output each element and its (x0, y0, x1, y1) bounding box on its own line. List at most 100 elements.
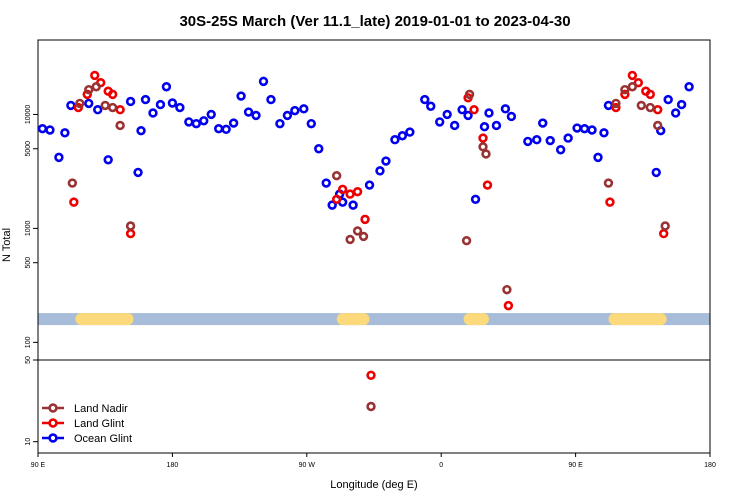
ocean-glint-point (251, 110, 261, 121)
land-glint-point (605, 197, 615, 207)
land-nadir-point (502, 284, 512, 295)
ocean-glint-point (449, 120, 460, 131)
ocean-glint-point (191, 118, 201, 129)
ocean-glint-point (420, 94, 430, 105)
x-tick-label: 180 (167, 462, 179, 469)
ocean-glint-point (579, 123, 590, 134)
land-glint-point (352, 186, 363, 197)
land-glint-point (345, 189, 355, 199)
land-nadir-point (653, 120, 663, 131)
ocean-glint-point (45, 125, 55, 135)
ocean-glint-point (175, 102, 185, 113)
land-nadir-point (352, 226, 363, 236)
ocean-glint-point (457, 105, 467, 115)
land-nadir-point (125, 221, 136, 231)
land-nadir-point (461, 235, 472, 246)
ocean-glint-point (470, 194, 481, 205)
y-tick-label: 100 (25, 336, 32, 348)
x-tick-label: 90 W (299, 462, 316, 469)
land-glint-point (633, 77, 644, 88)
land-segment (463, 313, 489, 326)
ocean-glint-point (479, 122, 490, 132)
land-segment (608, 313, 667, 326)
ocean-glint-point (484, 108, 494, 118)
ocean-glint-point (258, 76, 269, 87)
land-ocean-strip (38, 313, 710, 326)
ocean-glint-point (435, 117, 445, 127)
land-glint-point (653, 105, 663, 115)
y-axis: 100 500 1000 5000 10000 10 50 (25, 105, 38, 446)
ocean-glint-point (426, 101, 436, 111)
ocean-glint-point (275, 118, 285, 129)
land-glint-point (611, 102, 621, 113)
land-nadir-point (645, 102, 655, 113)
land-nadir-point (107, 102, 118, 113)
land-glint-point (115, 105, 125, 115)
legend-label-ocean-glint: Ocean Glint (74, 433, 132, 445)
ocean-glint-point (670, 108, 681, 118)
ocean-glint-point (125, 96, 136, 107)
ocean-glint-point (54, 152, 64, 163)
ocean-band (38, 313, 710, 326)
land-nadir-point (366, 401, 376, 412)
land-glint-point (360, 214, 370, 225)
x-tick-label: 90 E (31, 462, 46, 469)
y-tick-label: 5000 (25, 141, 32, 157)
ocean-glint-point (506, 111, 517, 122)
land-nadir-point (100, 100, 110, 111)
y-tick-label: 10000 (25, 105, 32, 125)
y-tick-label: 1000 (25, 221, 32, 237)
legend-label-land-glint: Land Glint (74, 418, 124, 430)
y-tick-label: 50 (25, 356, 32, 364)
ocean-glint-point (364, 180, 375, 190)
ocean-glint-point (206, 109, 216, 120)
x-tick-label: 0 (439, 462, 443, 469)
land-nadir-point (331, 170, 342, 181)
ocean-glint-point (213, 123, 224, 134)
land-nadir-point (115, 120, 125, 131)
land-nadir-point (636, 100, 647, 111)
ocean-glint-point (161, 82, 172, 92)
x-tick-label: 180 (704, 462, 716, 469)
land-nadir-point (478, 142, 488, 152)
ocean-glint-point (599, 128, 609, 138)
land-glint-point (82, 89, 92, 100)
land-nadir-point (620, 84, 630, 95)
land-nadir-point (464, 89, 475, 100)
land-nadir-point (660, 221, 670, 231)
land-glint-point (478, 133, 488, 143)
land-glint-point (659, 228, 669, 239)
ocean-glint-point (555, 145, 566, 155)
land-glint-point (627, 70, 638, 81)
land-nadir-point (67, 178, 78, 188)
ocean-glint-point (563, 133, 573, 143)
ocean-glint-point (593, 152, 603, 163)
ocean-glint-point (136, 125, 146, 136)
land-nadir-point (84, 84, 94, 95)
ocean-glint-point (306, 118, 316, 129)
ocean-glint-point (167, 98, 178, 108)
ocean-glint-point (327, 200, 337, 210)
ocean-glint-point (442, 109, 452, 120)
legend-marker-land-nadir (48, 403, 58, 413)
ocean-glint-point (545, 135, 555, 146)
ocean-glint-point (463, 110, 473, 121)
legend-label-land-nadir: Land Nadir (74, 403, 128, 415)
ocean-glint-point (199, 116, 209, 126)
ocean-glint-point (140, 94, 151, 105)
land-glint-point (366, 370, 376, 380)
ocean-glint-point (390, 135, 400, 145)
legend-marker-land-glint (48, 418, 58, 428)
ocean-glint-point (491, 120, 502, 131)
land-nadir-point (481, 149, 491, 159)
ocean-glint-point (676, 99, 687, 110)
ocean-glint-point (523, 136, 533, 147)
ocean-glint-point (500, 104, 511, 114)
y-axis-label: N Total (1, 228, 13, 262)
ocean-glint-point (684, 82, 694, 92)
land-glint-point (337, 184, 348, 195)
land-glint-point (125, 228, 136, 239)
ocean-glint-point (572, 123, 582, 133)
ocean-glint-point (148, 108, 158, 118)
